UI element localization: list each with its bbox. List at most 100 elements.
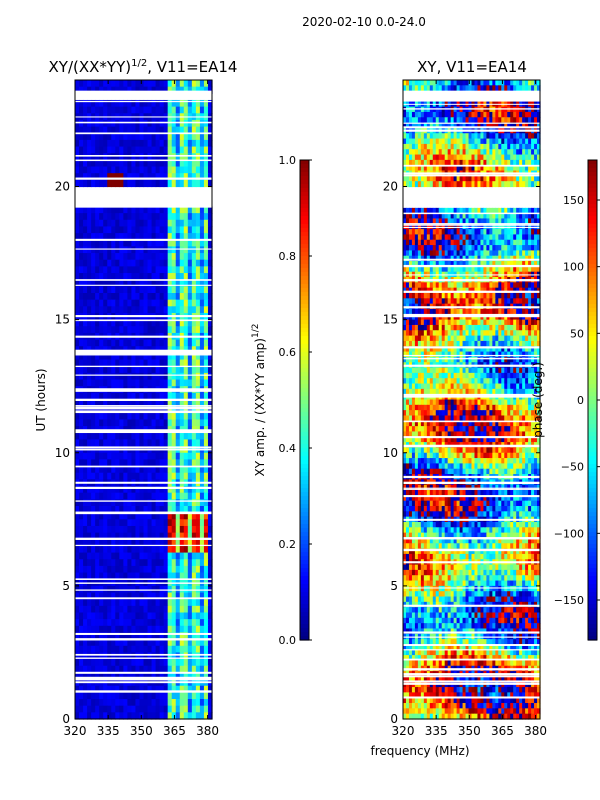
phase-cell [447, 122, 452, 129]
amp-cell [159, 599, 165, 607]
amp-cell [127, 99, 133, 108]
phase-cell [441, 239, 446, 246]
phase-cell [403, 154, 407, 161]
amp-cell [151, 213, 157, 221]
amp-cell [79, 253, 84, 261]
phase-cell [483, 175, 487, 182]
amp-colorbar-segment [300, 312, 309, 317]
amp-cell [115, 432, 120, 441]
amp-cell [203, 233, 209, 241]
phase-cell [501, 255, 505, 262]
amp-cell [135, 173, 141, 181]
amp-cell [163, 565, 169, 574]
phase-cell [498, 234, 502, 241]
amp-cell [139, 339, 145, 347]
phase-cell [411, 149, 416, 156]
amp-cell [163, 705, 169, 713]
amp-cell [155, 532, 161, 540]
amp-cell [179, 306, 185, 314]
amp-cell [155, 519, 161, 527]
phase-cell [408, 218, 413, 225]
phase-cell [408, 261, 413, 267]
amp-cell [95, 572, 100, 580]
amp-cell [99, 219, 104, 228]
amp-cell [115, 266, 120, 274]
phase-cell [411, 250, 416, 257]
phase-cell [465, 165, 470, 172]
phase-cell [456, 165, 461, 172]
amp-cell [167, 486, 173, 494]
phase-cell [504, 175, 508, 182]
phase-cell [423, 266, 428, 273]
phase-cell [417, 282, 422, 289]
amp-cell [187, 506, 193, 514]
amp-cell [83, 99, 88, 108]
amp-cell [83, 233, 88, 241]
phase-cell [444, 181, 449, 188]
amp-cell [131, 273, 137, 281]
amp-cell [95, 259, 100, 267]
amp-colorbar-segment [300, 480, 309, 485]
amp-cell [107, 532, 112, 540]
phase-cell [417, 159, 422, 166]
phase-cell [420, 287, 425, 294]
phase-cell [456, 175, 461, 182]
phase-cell [405, 175, 410, 182]
phase-cell [474, 229, 479, 236]
amp-cell [187, 472, 193, 480]
amp-cell [175, 339, 181, 347]
amp-cell [203, 525, 209, 534]
amp-colorbar-segment [300, 176, 309, 181]
amp-cell [75, 226, 80, 234]
amp-cell [115, 159, 120, 168]
amp-cell [187, 439, 193, 447]
amp-cell [203, 645, 209, 654]
amp-cell [91, 532, 96, 540]
amp-cell [139, 552, 145, 560]
amp-cell [111, 519, 116, 527]
amp-cell [187, 339, 193, 347]
phase-cell [513, 138, 517, 145]
phase-cell [408, 122, 413, 129]
amp-cell [183, 699, 189, 707]
amp-cell [131, 512, 137, 520]
phase-cell [477, 261, 482, 267]
phase-cell [501, 207, 505, 214]
phase-cell [429, 80, 434, 86]
phase-cell [405, 293, 410, 299]
phase-cell [528, 213, 532, 220]
amp-cell [187, 379, 193, 387]
phase-cell [474, 138, 479, 145]
phase-cell [447, 207, 452, 214]
phase-cell [420, 207, 425, 214]
phase-cell [501, 122, 505, 129]
amp-cell [179, 519, 185, 527]
amp-cell [87, 392, 92, 401]
phase-cell [468, 229, 473, 236]
phase-cell [417, 207, 422, 214]
phase-cell [411, 117, 416, 124]
phase-cell [471, 213, 476, 220]
amp-cell [119, 279, 124, 287]
phase-cell [438, 85, 443, 92]
amp-cell [79, 133, 84, 141]
phase-cell [513, 207, 517, 214]
phase-cell [513, 266, 517, 273]
amp-cell [95, 665, 100, 674]
amp-cell [83, 306, 88, 314]
phase-cell [480, 165, 485, 172]
amp-cell [155, 119, 161, 128]
phase-cell [462, 287, 467, 294]
amp-cell [179, 399, 185, 407]
amp-cell [119, 599, 124, 607]
phase-cell [426, 133, 431, 140]
amp-cell [207, 519, 213, 527]
amp-cell [99, 306, 104, 314]
amp-colorbar-segment [300, 612, 309, 617]
phase-cell [429, 207, 434, 214]
amp-cell [151, 339, 157, 347]
amp-cell [135, 619, 141, 627]
amp-cell [123, 366, 128, 374]
amp-cell [195, 632, 201, 640]
amp-cell [191, 492, 197, 500]
